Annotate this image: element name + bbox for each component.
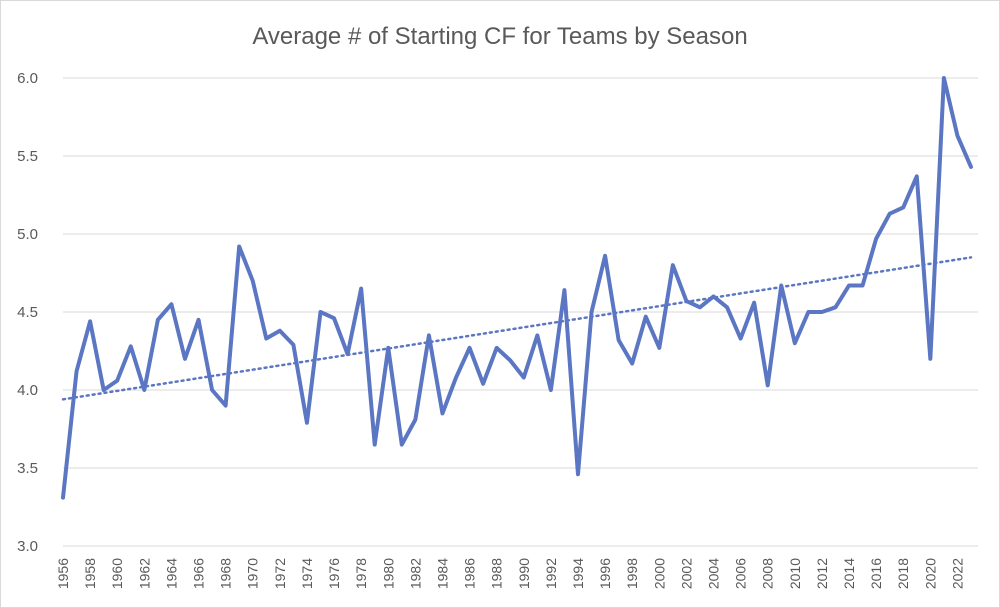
x-tick-label: 1986: [462, 558, 478, 589]
x-tick-label: 1982: [407, 558, 423, 589]
x-tick-label: 2022: [949, 558, 965, 589]
x-tick-label: 2002: [678, 558, 694, 589]
y-axis: 3.0 3.5 4.0 4.5 5.0 5.5 6.0: [17, 70, 38, 555]
x-tick-label: 2018: [895, 558, 911, 589]
y-tick-label: 3.0: [17, 538, 38, 555]
x-tick-label: 1998: [624, 558, 640, 589]
x-tick-label: 2016: [868, 558, 884, 589]
x-tick-label: 1984: [434, 558, 450, 589]
series-group: [61, 76, 973, 500]
x-tick-label: 1996: [597, 558, 613, 589]
x-tick-label: 1966: [191, 558, 207, 589]
x-tick-label: 2004: [706, 558, 722, 589]
series-line-average-starting-cf: [61, 76, 973, 500]
x-tick-label: 2006: [733, 558, 749, 589]
x-tick-label: 1974: [299, 558, 315, 589]
x-tick-label: 1956: [55, 558, 71, 589]
y-tick-label: 5.5: [17, 148, 38, 165]
x-tick-label: 2000: [651, 558, 667, 589]
x-tick-label: 1970: [245, 558, 261, 589]
chart-title: Average # of Starting CF for Teams by Se…: [252, 23, 747, 50]
x-tick-label: 1980: [380, 558, 396, 589]
y-tick-label: 3.5: [17, 460, 38, 477]
x-tick-label: 1968: [218, 558, 234, 589]
x-tick-label: 1972: [272, 558, 288, 589]
x-tick-label: 2014: [841, 558, 857, 589]
x-tick-label: 2020: [922, 558, 938, 589]
x-tick-label: 1978: [353, 558, 369, 589]
y-tick-label: 6.0: [17, 70, 38, 87]
x-tick-label: 1992: [543, 558, 559, 589]
x-tick-label: 1962: [136, 558, 152, 589]
x-tick-label: 1976: [326, 558, 342, 589]
x-tick-label: 1964: [163, 558, 179, 589]
x-tick-label: 1994: [570, 558, 586, 589]
trend-line: [61, 256, 973, 401]
x-tick-label: 1960: [109, 558, 125, 589]
x-tick-label: 2010: [787, 558, 803, 589]
grid-lines: [63, 77, 978, 547]
x-tick-label: 2008: [760, 558, 776, 589]
y-tick-label: 5.0: [17, 226, 38, 243]
x-axis: 1956 1958 1960 1962 1964 1966 1968 1970 1972 1974…: [55, 558, 965, 589]
x-tick-label: 1988: [489, 558, 505, 589]
x-tick-label: 1958: [82, 558, 98, 589]
y-tick-label: 4.0: [17, 382, 38, 399]
x-tick-label: 1990: [516, 558, 532, 589]
y-tick-label: 4.5: [17, 304, 38, 321]
x-tick-label: 2012: [814, 558, 830, 589]
